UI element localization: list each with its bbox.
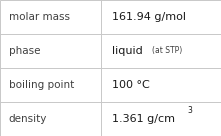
Bar bbox=[0, 0, 101, 34]
Text: 161.94 g/mol: 161.94 g/mol bbox=[112, 12, 186, 22]
Text: 3: 3 bbox=[188, 106, 193, 115]
Text: 1.361 g/cm: 1.361 g/cm bbox=[112, 114, 175, 124]
Text: 100 °C: 100 °C bbox=[112, 80, 149, 90]
Bar bbox=[101, 102, 221, 136]
Bar bbox=[0, 102, 101, 136]
Bar bbox=[0, 68, 101, 102]
Bar bbox=[0, 34, 101, 68]
Text: boiling point: boiling point bbox=[9, 80, 74, 90]
Bar bbox=[101, 68, 221, 102]
Bar bbox=[101, 0, 221, 34]
Text: density: density bbox=[9, 114, 47, 124]
Text: phase: phase bbox=[9, 46, 40, 56]
Text: liquid: liquid bbox=[112, 46, 142, 56]
Text: (at STP): (at STP) bbox=[152, 47, 183, 55]
Text: molar mass: molar mass bbox=[9, 12, 70, 22]
Bar bbox=[101, 34, 221, 68]
